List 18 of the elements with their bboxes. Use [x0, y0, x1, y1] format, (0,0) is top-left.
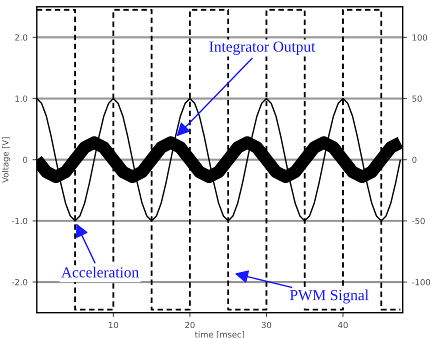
- annotation: Acceleration: [61, 266, 139, 278]
- y-tick-label: 0: [23, 156, 28, 163]
- y2-tick-label: -100: [412, 279, 430, 286]
- y2-tick-label: -50: [412, 218, 425, 224]
- x-tick-label: 10: [108, 322, 118, 328]
- x-tick-label: 20: [185, 322, 195, 328]
- y2-tick-label: 0: [412, 156, 416, 163]
- annotation: Integrator Output: [209, 42, 316, 55]
- x-tick-label: 40: [338, 322, 348, 328]
- y-axis-title: Voltage [V]: [2, 137, 10, 183]
- x-tick-label: 30: [262, 322, 272, 328]
- y-tick-label: 1.0: [15, 96, 28, 102]
- y-tick-label: -2.0: [12, 279, 28, 286]
- annotation: PWM Signal: [290, 290, 369, 304]
- y-tick-label: 2.0: [15, 34, 28, 41]
- y2-tick-label: 100: [412, 34, 428, 41]
- y2-tick-label: 50: [412, 96, 422, 102]
- y-tick-label: -1.0: [12, 218, 28, 224]
